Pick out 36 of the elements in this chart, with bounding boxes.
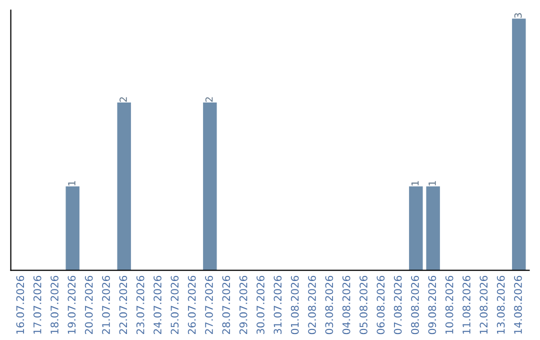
x-tick-label: 13.08.2026 [496,276,505,334]
x-tick-label: 23.07.2026 [136,276,144,334]
data-label: 1 [68,181,76,186]
x-tick-label: 04.08.2026 [342,276,350,334]
x-tick-label: 14.08.2026 [514,276,522,334]
x-tick-label: 02.08.2026 [308,276,316,334]
x-tick-label: 29.07.2026 [239,276,248,334]
x-tick-label: 03.08.2026 [325,276,334,334]
x-tick-label: 17.07.2026 [33,276,42,334]
x-tick-label: 22.07.2026 [119,276,128,334]
x-tick-label: 05.08.2026 [360,276,368,334]
data-label: 1 [428,181,436,186]
x-tick-label: 07.08.2026 [394,276,402,334]
data-label: 3 [514,13,522,18]
data-label: 2 [120,97,127,102]
x-tick-label: 18.07.2026 [50,276,58,334]
x-tick-label: 10.08.2026 [445,276,454,334]
x-tick-label: 28.07.2026 [222,276,230,334]
x-tick-label: 27.07.2026 [205,276,213,334]
x-tick-label: 06.08.2026 [376,276,385,334]
x-tick-label: 31.07.2026 [274,276,282,334]
x-tick-label: 12.08.2026 [480,276,488,334]
x-tick-label: 25.07.2026 [170,276,179,334]
x-tick-label: 30.07.2026 [256,276,264,334]
x-tick-label: 19.07.2026 [68,276,76,334]
x-tick-label: 16.07.2026 [16,276,24,334]
x-tick-label: 08.08.2026 [411,276,419,334]
x-tick-label: 11.08.2026 [462,276,470,334]
data-label: 1 [412,181,419,186]
data-label: 2 [205,97,213,102]
x-tick-label: 24.07.2026 [154,276,162,334]
x-tick-label: 09.08.2026 [428,276,436,334]
x-tick-label: 01.08.2026 [290,276,299,334]
x-tick-label: 20.07.2026 [84,276,93,334]
x-tick-label: 21.07.2026 [102,276,110,334]
x-tick-label: 26.07.2026 [188,276,196,334]
